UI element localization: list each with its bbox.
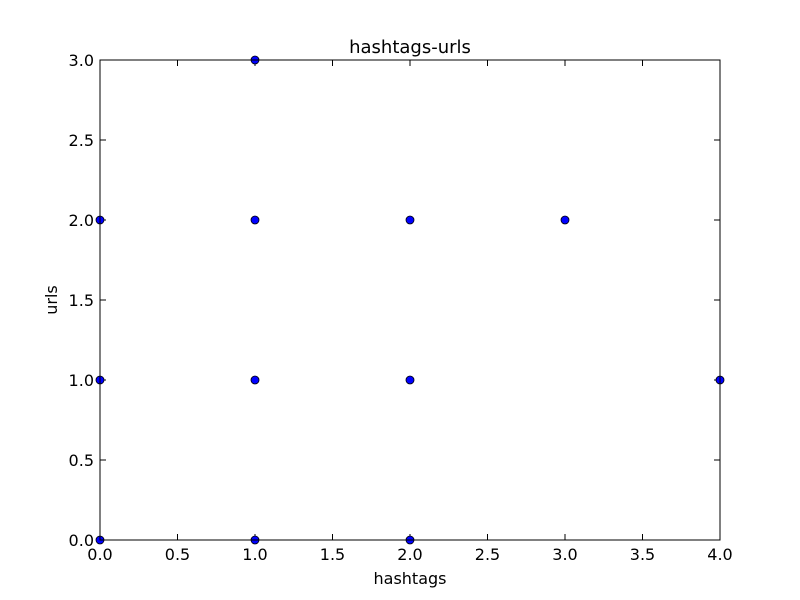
y-tick-label: 2.0 <box>69 211 94 230</box>
data-points <box>95 55 725 545</box>
axis-ticks: 0.0 0.5 1.0 1.5 2.0 2.5 3.0 3.5 4.0 0.0 0.5 1.0 1.5 2… <box>69 51 733 564</box>
x-tick-label: 4.0 <box>707 545 732 564</box>
x-tick-label: 1.5 <box>320 545 345 564</box>
y-tick-label: 1.0 <box>69 371 94 390</box>
plot-area-frame <box>99 59 721 541</box>
data-point <box>250 215 260 225</box>
y-tick-label: 0.0 <box>69 531 94 550</box>
data-point <box>560 215 570 225</box>
data-point <box>405 215 415 225</box>
y-tick-label: 2.5 <box>69 131 94 150</box>
y-axis-label: urls <box>42 285 61 315</box>
x-tick-label: 1.0 <box>242 545 267 564</box>
data-point <box>250 375 260 385</box>
chart-title: hashtags-urls <box>349 37 471 58</box>
x-tick-label: 0.0 <box>87 545 112 564</box>
x-tick-label: 3.5 <box>630 545 655 564</box>
x-tick-label: 3.0 <box>552 545 577 564</box>
data-point <box>405 375 415 385</box>
x-tick-label: 0.5 <box>165 545 190 564</box>
x-tick-label: 2.0 <box>397 545 422 564</box>
y-tick-label: 3.0 <box>69 51 94 70</box>
y-tick-label: 0.5 <box>69 451 94 470</box>
y-tick-label: 1.5 <box>69 291 94 310</box>
x-tick-label: 2.5 <box>475 545 500 564</box>
x-axis-label: hashtags <box>374 569 447 588</box>
